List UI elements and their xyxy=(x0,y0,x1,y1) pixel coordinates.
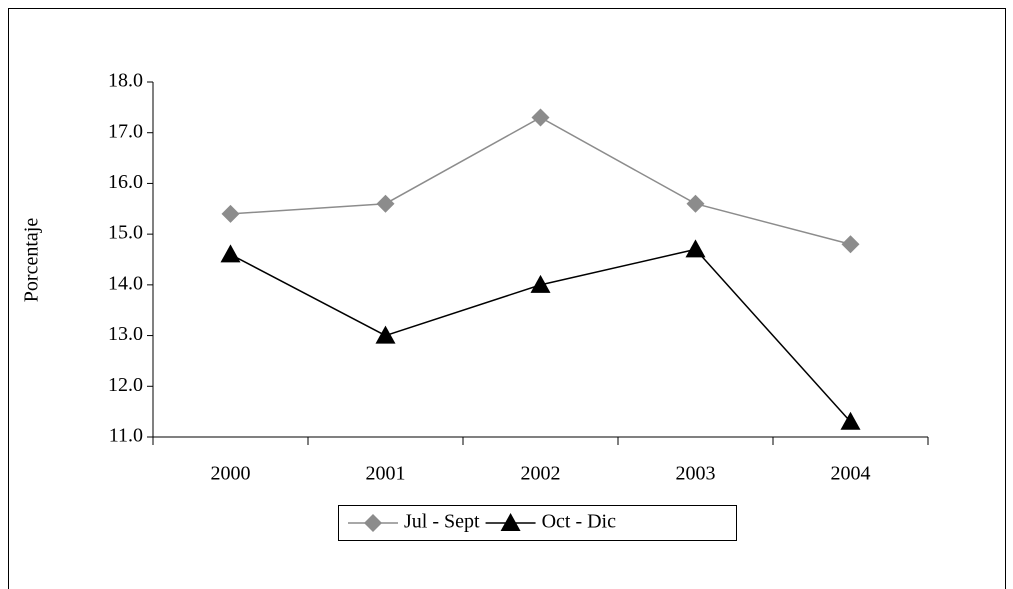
marker xyxy=(531,108,550,127)
legend-label: Oct - Dic xyxy=(542,511,617,533)
legend-marker xyxy=(364,514,382,532)
marker xyxy=(841,235,860,254)
marker xyxy=(375,325,396,344)
y-tick-label: 15.0 xyxy=(108,222,143,244)
y-tick-label: 12.0 xyxy=(108,374,143,396)
y-axis-title: Porcentaje xyxy=(21,218,43,303)
y-tick-label: 16.0 xyxy=(108,171,143,193)
marker xyxy=(220,244,241,263)
y-tick-label: 11.0 xyxy=(109,425,143,447)
x-tick-label: 2003 xyxy=(676,463,716,485)
marker xyxy=(840,411,861,430)
legend-marker xyxy=(500,513,521,531)
legend-box xyxy=(338,505,737,541)
y-tick-label: 14.0 xyxy=(108,272,143,294)
x-tick-label: 2001 xyxy=(366,463,406,485)
series-line xyxy=(230,116,851,246)
x-tick-label: 2002 xyxy=(521,463,561,485)
y-tick-label: 13.0 xyxy=(108,323,143,345)
y-tick-label: 17.0 xyxy=(108,120,143,142)
marker xyxy=(221,204,240,223)
marker xyxy=(376,194,395,213)
marker xyxy=(686,194,705,213)
marker xyxy=(530,274,551,293)
x-tick-label: 2000 xyxy=(211,463,251,485)
marker xyxy=(685,239,706,258)
y-tick-label: 18.0 xyxy=(108,70,143,92)
chart-frame xyxy=(8,8,1006,589)
legend-label: Jul - Sept xyxy=(404,511,480,533)
x-tick-label: 2004 xyxy=(831,463,871,485)
